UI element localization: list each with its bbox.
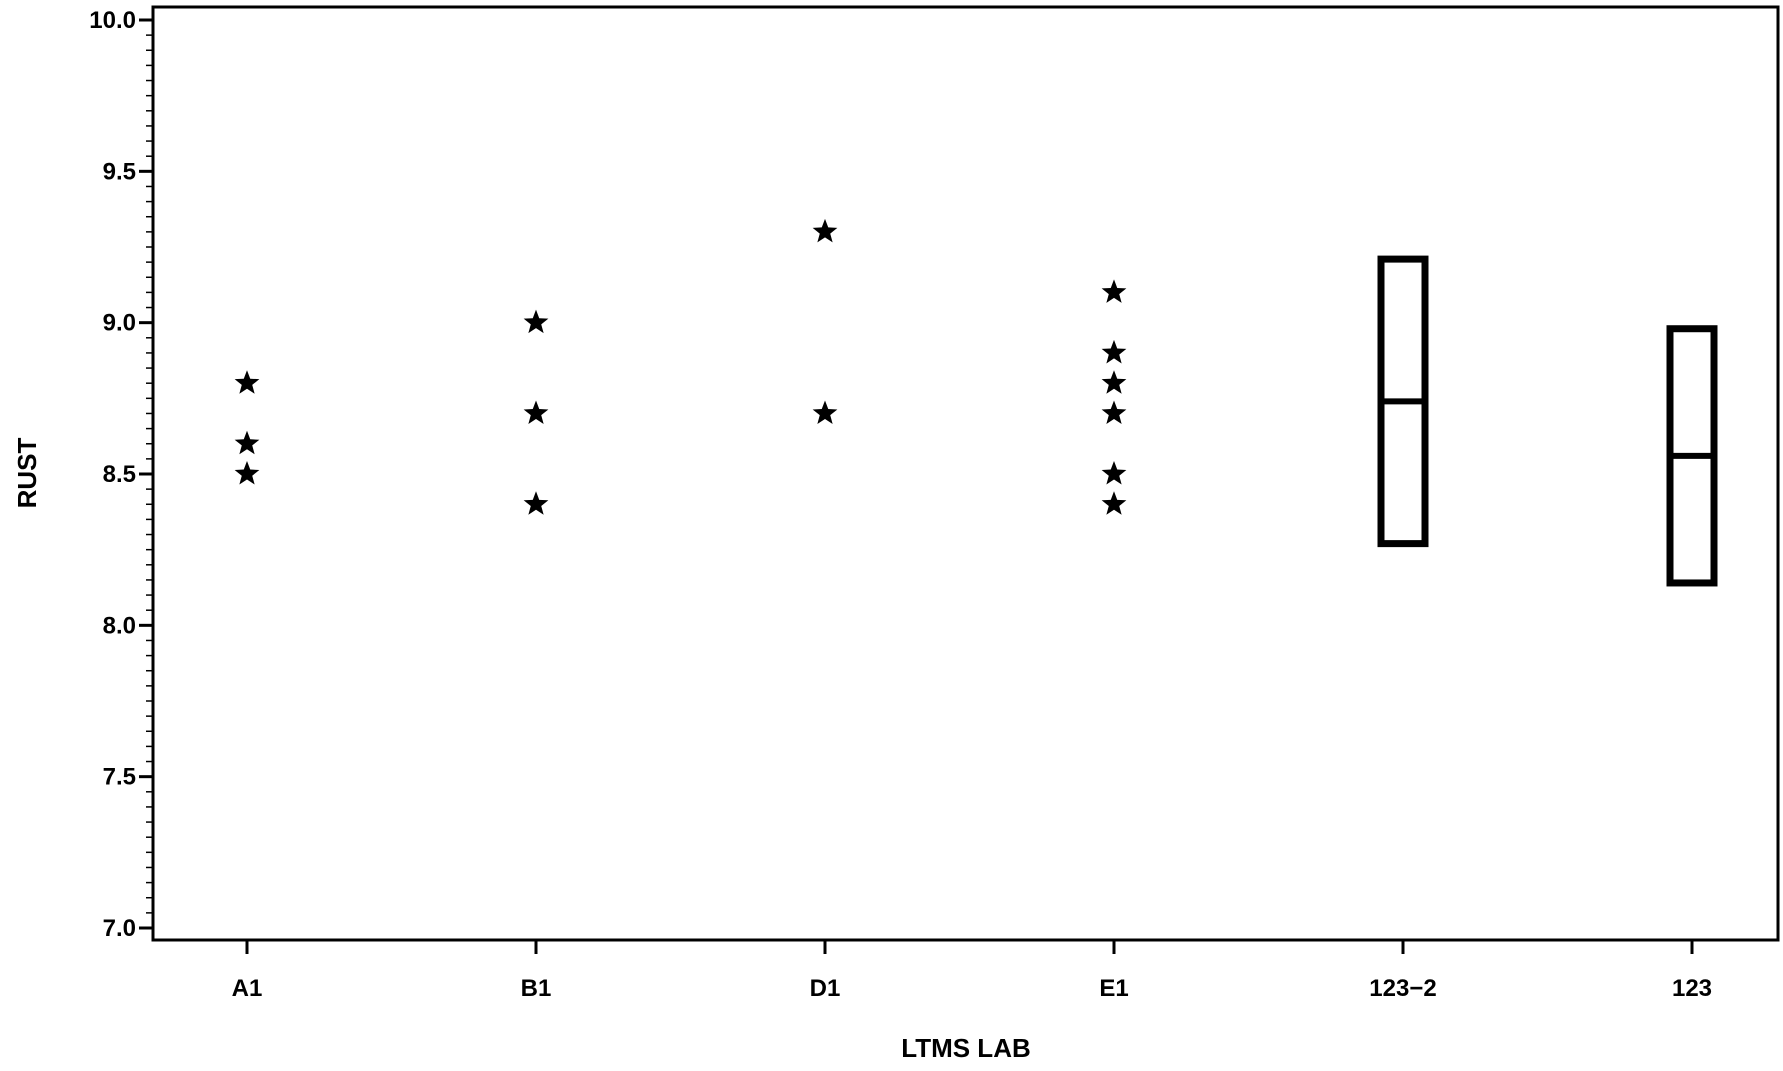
star-point bbox=[1101, 279, 1127, 303]
data-marks bbox=[234, 218, 1718, 587]
x-tick-label: A1 bbox=[232, 975, 263, 1002]
star-point bbox=[812, 400, 838, 424]
star-point bbox=[234, 430, 260, 455]
star-point bbox=[523, 400, 549, 424]
x-tick-label: D1 bbox=[810, 975, 841, 1002]
star-point bbox=[523, 491, 549, 515]
y-tick-label: 9.0 bbox=[103, 310, 136, 337]
x-axis: A1 B1 D1 E1 123−2 123 bbox=[232, 940, 1712, 1002]
x-tick-label: 123−2 bbox=[1369, 975, 1436, 1002]
x-tick-label: 123 bbox=[1672, 975, 1712, 1002]
y-tick-label: 8.0 bbox=[103, 612, 136, 639]
star-point bbox=[1101, 339, 1127, 364]
x-tick-label: B1 bbox=[521, 975, 552, 1002]
star-point bbox=[234, 370, 260, 394]
y-tick-label: 7.5 bbox=[103, 764, 136, 791]
star-point bbox=[1101, 491, 1127, 515]
y-tick-label: 9.5 bbox=[103, 158, 136, 185]
y-tick-label: 8.5 bbox=[103, 461, 136, 488]
star-point bbox=[523, 309, 549, 334]
star-point bbox=[234, 461, 260, 485]
star-point bbox=[1101, 400, 1127, 424]
y-axis-title: RUST bbox=[12, 437, 42, 508]
x-axis-title: LTMS LAB bbox=[901, 1033, 1031, 1063]
star-point bbox=[1101, 461, 1127, 485]
star-point bbox=[812, 218, 838, 243]
x-tick-label: E1 bbox=[1099, 975, 1128, 1002]
y-tick-label: 10.0 bbox=[89, 7, 136, 34]
y-tick-label: 7.0 bbox=[103, 915, 136, 942]
star-point bbox=[1101, 370, 1127, 394]
plot-area-frame bbox=[151, 5, 1780, 942]
y-axis: 7.0 7.5 8.0 8.5 9.0 9.5 10.0 bbox=[89, 7, 153, 942]
